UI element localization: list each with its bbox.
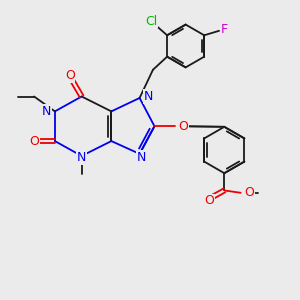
Text: O: O (65, 69, 75, 82)
Text: O: O (178, 120, 188, 133)
Text: N: N (136, 151, 146, 164)
Text: N: N (77, 151, 86, 164)
Text: Cl: Cl (146, 15, 158, 28)
Text: N: N (143, 90, 153, 103)
Text: O: O (205, 194, 214, 207)
Text: O: O (29, 135, 39, 148)
Text: N: N (42, 105, 51, 118)
Text: F: F (221, 23, 228, 36)
Text: O: O (244, 186, 254, 199)
